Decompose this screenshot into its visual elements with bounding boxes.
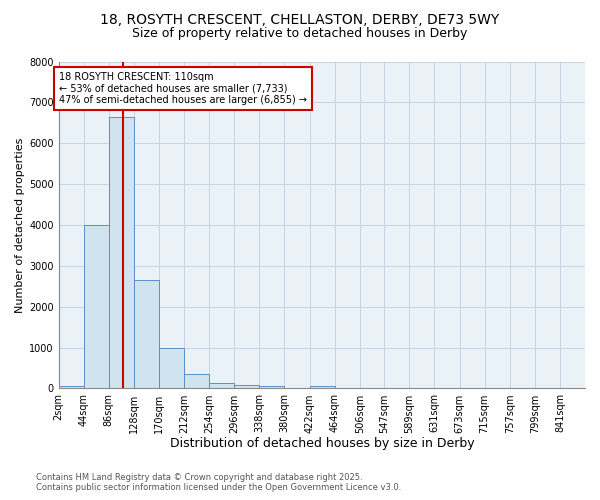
Text: 18, ROSYTH CRESCENT, CHELLASTON, DERBY, DE73 5WY: 18, ROSYTH CRESCENT, CHELLASTON, DERBY, … <box>100 12 500 26</box>
Bar <box>259 386 284 388</box>
Bar <box>310 386 335 388</box>
Bar <box>184 374 209 388</box>
Bar <box>59 386 84 388</box>
Bar <box>209 383 235 388</box>
Y-axis label: Number of detached properties: Number of detached properties <box>15 138 25 312</box>
X-axis label: Distribution of detached houses by size in Derby: Distribution of detached houses by size … <box>170 437 474 450</box>
Bar <box>159 348 184 389</box>
Bar <box>235 386 259 388</box>
Text: 18 ROSYTH CRESCENT: 110sqm
← 53% of detached houses are smaller (7,733)
47% of s: 18 ROSYTH CRESCENT: 110sqm ← 53% of deta… <box>59 72 307 105</box>
Text: Contains HM Land Registry data © Crown copyright and database right 2025.
Contai: Contains HM Land Registry data © Crown c… <box>36 473 401 492</box>
Bar <box>84 225 109 388</box>
Bar <box>109 118 134 388</box>
Text: Size of property relative to detached houses in Derby: Size of property relative to detached ho… <box>133 28 467 40</box>
Bar <box>134 280 159 388</box>
